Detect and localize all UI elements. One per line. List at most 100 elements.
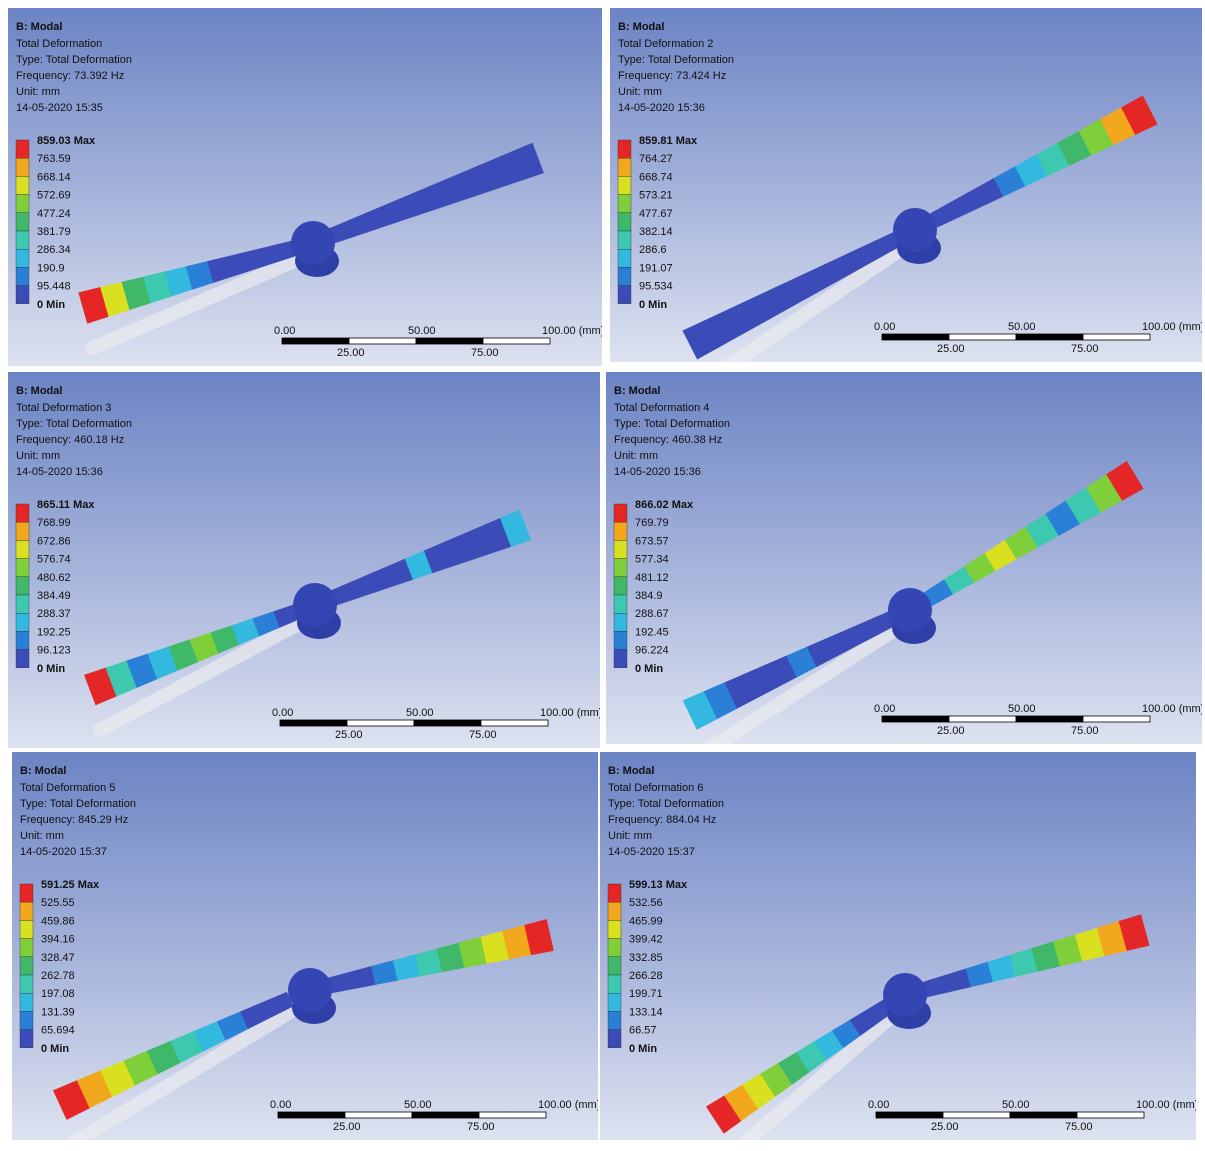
legend-band: [19, 901, 34, 921]
legend-band: [617, 176, 632, 195]
result-info: 14-05-2020 15:37: [608, 846, 695, 858]
result-info: Total Deformation 6: [608, 782, 703, 794]
legend-label: 525.55: [41, 897, 75, 909]
legend-label: 133.14: [629, 1006, 663, 1018]
legend-label: 95.448: [37, 281, 71, 293]
undeformed-blade: [93, 608, 322, 737]
legend-label: 672.86: [37, 535, 71, 547]
legend-band: [613, 503, 628, 523]
result-info: Total Deformation 3: [16, 402, 111, 414]
blade-segment: [52, 1080, 90, 1120]
legend-label: 481.12: [635, 572, 669, 584]
result-info: 14-05-2020 15:35: [16, 102, 103, 114]
legend-band: [607, 956, 622, 976]
legend-label: 192.25: [37, 626, 71, 638]
legend-label: 332.85: [629, 952, 663, 964]
legend-band: [15, 503, 30, 523]
result-panel: B: Modal Total Deformation 6 Type: Total D…: [600, 752, 1196, 1140]
result-info: Unit: mm: [20, 830, 64, 842]
legend-label: 66.57: [629, 1025, 657, 1037]
legend-band: [15, 612, 30, 632]
legend-band: [15, 139, 30, 159]
result-info: Unit: mm: [614, 450, 658, 462]
legend-band: [19, 992, 34, 1012]
legend-band: [15, 285, 30, 305]
legend-label: 532.56: [629, 897, 663, 909]
legend-label: 465.99: [629, 915, 663, 927]
result-title: B: Modal: [16, 385, 62, 397]
legend-label: 399.42: [629, 934, 663, 946]
scale-label: 0.00: [868, 1099, 889, 1111]
legend-label: 764.27: [639, 153, 673, 165]
legend-label: 866.02 Max: [635, 499, 694, 511]
legend-label: 0 Min: [37, 663, 65, 675]
legend-band: [15, 576, 30, 596]
result-panel: B: Modal Total Deformation 5 Type: Total D…: [12, 752, 598, 1140]
scale-label: 0.00: [874, 703, 895, 715]
result-info: Unit: mm: [16, 86, 60, 98]
legend-label: 480.62: [37, 572, 71, 584]
hub-dome: [288, 968, 332, 1012]
scale-bar-segment: [1015, 333, 1084, 341]
scale-label: 75.00: [471, 347, 499, 359]
legend-band: [613, 594, 628, 614]
legend-label: 0 Min: [635, 663, 663, 675]
legend-band: [617, 267, 632, 286]
legend-band: [15, 558, 30, 578]
legend-band: [617, 194, 632, 214]
legend-label: 131.39: [41, 1006, 75, 1018]
scale-bar-segment: [881, 333, 950, 341]
hub-dome: [893, 208, 937, 252]
scale-label: 100.00 (mm): [1136, 1099, 1196, 1111]
blade-segment: [1106, 460, 1144, 501]
legend-band: [607, 920, 622, 939]
legend-band: [15, 176, 30, 195]
legend-band: [19, 883, 34, 903]
result-info: Total Deformation 2: [618, 38, 713, 50]
scale-bar-segment: [1082, 715, 1151, 723]
scale-label: 25.00: [931, 1121, 959, 1133]
legend-label: 477.24: [37, 208, 71, 220]
legend-label: 199.71: [629, 988, 663, 1000]
scale-label: 50.00: [406, 707, 434, 719]
result-info: Frequency: 845.29 Hz: [20, 814, 128, 826]
legend-label: 859.03 Max: [37, 135, 96, 147]
scale-bar-segment: [875, 1111, 944, 1119]
scale-bar-segment: [346, 719, 415, 727]
scale-bar-segment: [480, 719, 549, 727]
blade-segment: [1121, 95, 1158, 135]
legend-label: 0 Min: [639, 299, 667, 311]
scale-label: 25.00: [937, 343, 965, 355]
legend-label: 769.79: [635, 517, 669, 529]
scale-label: 0.00: [274, 325, 295, 337]
scale-bar-segment: [948, 715, 1017, 723]
scale-bar-segment: [948, 333, 1017, 341]
panel-view: B: Modal Total Deformation Type: Total Def…: [15, 21, 602, 359]
hub-dome: [888, 588, 932, 632]
legend-label: 573.21: [639, 190, 673, 202]
legend-label: 577.34: [635, 554, 669, 566]
legend-label: 288.67: [635, 608, 669, 620]
scale-label: 0.00: [874, 321, 895, 333]
scale-bar-segment: [1076, 1111, 1145, 1119]
result-info: Frequency: 73.392 Hz: [16, 70, 124, 82]
legend-band: [15, 594, 30, 614]
undeformed-blade: [721, 233, 922, 362]
result-info: Type: Total Deformation: [16, 418, 132, 430]
legend-label: 394.16: [41, 934, 75, 946]
legend-label: 384.9: [635, 590, 663, 602]
scale-bar-segment: [411, 1111, 480, 1119]
scale-label: 75.00: [469, 729, 497, 741]
result-info: Unit: mm: [618, 86, 662, 98]
scale-bar-segment: [482, 337, 551, 345]
blade-segment: [1118, 914, 1150, 951]
result-info: Type: Total Deformation: [20, 798, 136, 810]
legend-label: 328.47: [41, 952, 75, 964]
legend-band: [15, 631, 30, 650]
legend-band: [607, 1011, 622, 1030]
scale-bar-segment: [279, 719, 348, 727]
scale-label: 0.00: [270, 1099, 291, 1111]
legend-label: 865.11 Max: [37, 499, 95, 511]
undeformed-blade: [86, 246, 320, 355]
blade-segment: [349, 966, 376, 990]
